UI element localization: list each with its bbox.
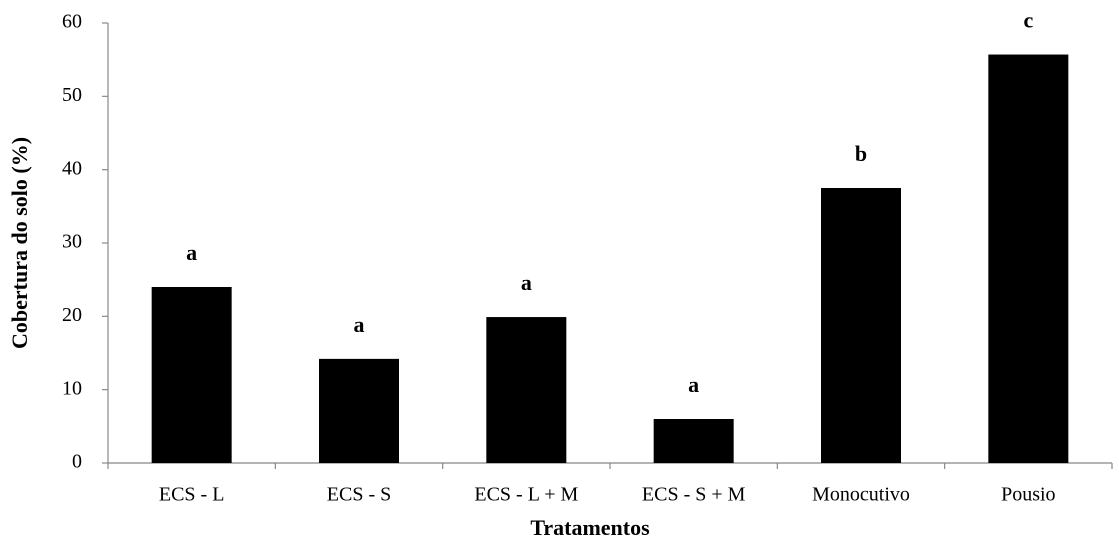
annotation: a: [521, 270, 532, 295]
annotation: a: [688, 372, 699, 397]
x-tick-label: Monocutivo: [812, 484, 910, 506]
y-tick-label: 30: [62, 231, 82, 253]
bar: [486, 317, 567, 463]
y-tick-label: 10: [62, 377, 82, 399]
bar: [653, 419, 734, 463]
bar: [151, 287, 232, 463]
annotation: b: [855, 141, 867, 166]
annotation: c: [1023, 8, 1033, 33]
x-tick-label: ECS - S: [327, 484, 391, 506]
y-tick-label: 60: [62, 11, 82, 33]
x-tick-label: Pousio: [1001, 484, 1055, 506]
annotation: a: [186, 240, 197, 265]
x-axis-title: Tratamentos: [530, 515, 650, 540]
y-tick-label: 0: [72, 451, 82, 473]
x-tick-label: ECS - L: [159, 484, 225, 506]
y-tick-label: 50: [62, 84, 82, 106]
y-tick-label: 20: [62, 304, 82, 326]
bar: [988, 54, 1069, 464]
y-axis-title: Cobertura do solo (%): [7, 137, 32, 349]
y-tick-label: 40: [62, 157, 82, 179]
x-tick-label: ECS - L + M: [474, 484, 578, 506]
bar: [319, 358, 399, 463]
x-tick-label: ECS - S + M: [642, 484, 746, 506]
annotation: a: [354, 312, 365, 337]
bar: [821, 188, 901, 463]
